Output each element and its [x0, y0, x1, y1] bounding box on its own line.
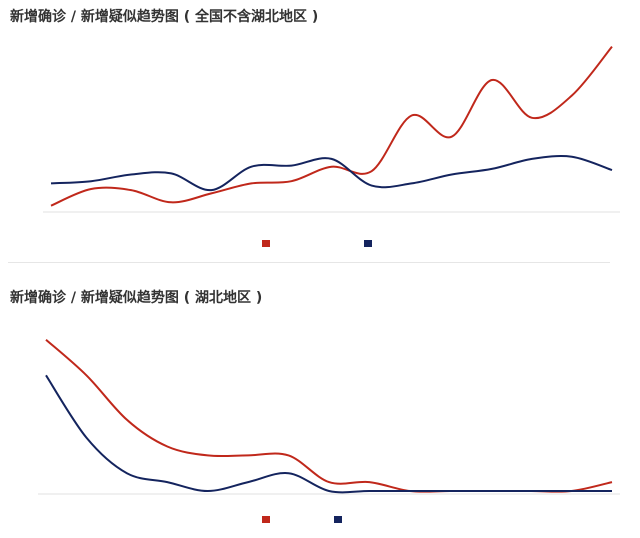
- chart-title-hubei: 新增确诊 / 新增疑似趋势图 ( 湖北地区 ): [10, 290, 263, 306]
- series-line: [45, 338, 613, 493]
- legend-swatch: [334, 516, 342, 523]
- series-line: [50, 45, 613, 207]
- series-line: [45, 374, 612, 494]
- legend-swatch: [364, 240, 372, 247]
- legend-swatch: [262, 516, 270, 523]
- chart-title-nationwide: 新增确诊 / 新增疑似趋势图 ( 全国不含湖北地区 ): [10, 9, 319, 25]
- series-line: [50, 155, 613, 192]
- line-chart-nationwide: [43, 45, 620, 247]
- section-divider: [8, 262, 610, 263]
- line-chart-hubei: [38, 338, 620, 523]
- legend-swatch: [262, 240, 270, 247]
